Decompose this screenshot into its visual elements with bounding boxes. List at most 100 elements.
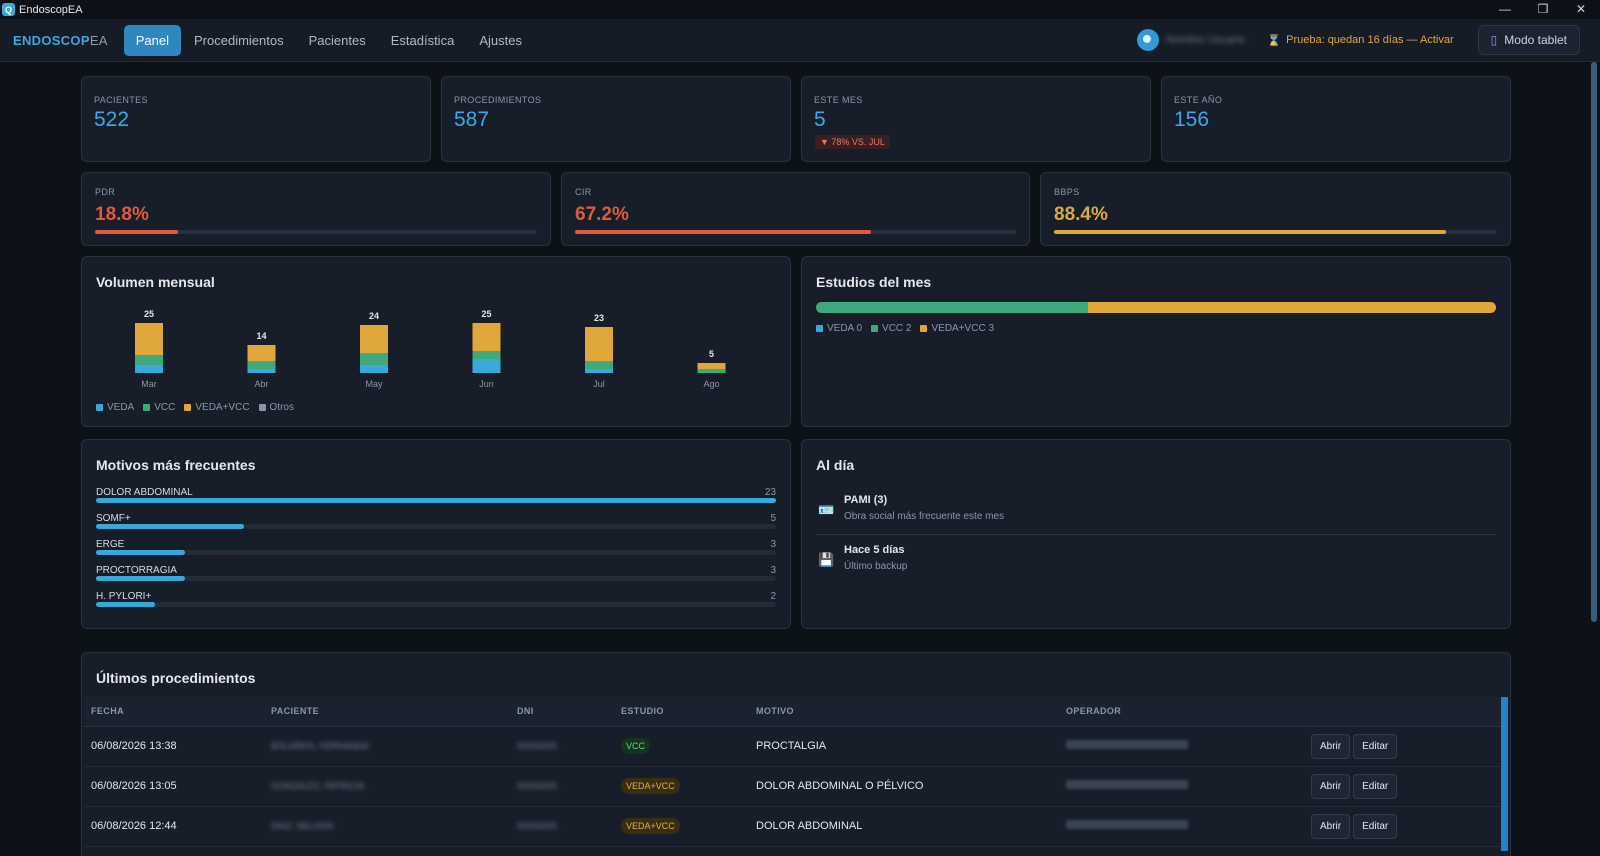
nav-estadistica[interactable]: Estadística [390, 32, 455, 48]
bar-Jun-VCC [472, 351, 501, 359]
monthly-volume-chart: 25 Mar 14 Abr 24 May 25 Jun 23 Jul 5 Ago [135, 309, 726, 389]
rate-label: PDR [95, 187, 116, 197]
rate-card-bbps: BBPS 88.4% [1040, 172, 1511, 246]
col-motivo[interactable]: MOTIVO [749, 697, 1059, 727]
operator-redacted [1066, 820, 1188, 829]
motivo-label: SOMF+ [96, 513, 131, 524]
cell-fecha: 06/08/2026 13:38 [84, 726, 264, 767]
study-badge: VEDA+VCC [621, 818, 680, 834]
open-button[interactable]: Abrir [1311, 813, 1351, 839]
page-scrollbar[interactable] [1591, 62, 1597, 622]
col-fecha[interactable]: FECHA [84, 697, 264, 727]
cell-dni: 00000000 [510, 806, 614, 847]
top-navbar: ENDOSCOPEA Panel Procedimientos Paciente… [0, 19, 1600, 62]
motivo-fill [96, 498, 776, 503]
table-row[interactable]: 06/08/2026 13:38 BOLAÑOS, FERNANDA 00000… [84, 726, 1508, 767]
rate-track [95, 230, 537, 234]
stat-card-procedimientos: PROCEDIMIENTOS 587 [441, 76, 791, 162]
cell-actions: Abrir Editar [1304, 766, 1508, 807]
col-dni[interactable]: DNI [510, 697, 614, 727]
motivo-track [96, 524, 776, 529]
brand-logo[interactable]: ENDOSCOPEA [13, 33, 108, 48]
rate-value: 18.8% [95, 204, 149, 225]
legend-swatch [258, 404, 266, 411]
rate-card-cir: CIR 67.2% [561, 172, 1030, 246]
motivo-count: 3 [770, 539, 776, 550]
motivo-track [96, 602, 776, 607]
cell-motivo: PROCTALGIA [749, 726, 1059, 767]
dashboard-main: PACIENTES 522 PROCEDIMIENTOS 587 ESTE ME… [0, 62, 1600, 856]
alday-title: Hace 5 días [844, 544, 905, 556]
legend-item: VEDA+VCC [184, 402, 250, 413]
motivo-row: SOMF+ 5 [96, 513, 776, 539]
tablet-mode-button[interactable]: ▯ Modo tablet [1477, 25, 1580, 55]
rate-value: 88.4% [1054, 204, 1108, 225]
edit-button[interactable]: Editar [1353, 733, 1398, 759]
open-button[interactable]: Abrir [1311, 733, 1351, 759]
nav-panel[interactable]: Panel [123, 24, 182, 56]
legend-label: VEDA 0 [827, 323, 863, 334]
stat-label: ESTE AÑO [1174, 95, 1223, 105]
legend-label: VCC 2 [882, 323, 912, 334]
bar-total-label: 25 [481, 309, 491, 319]
cell-fecha: 06/08/2026 13:05 [84, 766, 264, 807]
motivo-label: H. PYLORI+ [96, 591, 152, 602]
motivo-row: DOLOR ABDOMINAL 23 [96, 487, 776, 513]
restore-icon[interactable]: ❐ [1537, 2, 1549, 16]
monthly-volume-card: Volumen mensual 25 Mar 14 Abr 24 May 25 Jun 23 Ju… [81, 256, 791, 427]
legend-item: Otros [258, 402, 294, 413]
bar-May-VEDA+VCC [360, 325, 388, 353]
table-scrollbar[interactable] [1501, 697, 1508, 851]
bar-Jul-VEDA+VCC [585, 327, 613, 361]
stat-value: 156 [1174, 108, 1210, 131]
motivo-track [96, 550, 776, 555]
cell-estudio: VEDA+VCC [614, 806, 749, 847]
bar-Abr-VEDA [247, 369, 276, 373]
cell-motivo: DOLOR ABDOMINAL [749, 806, 1059, 847]
bar-Jul-VCC [585, 361, 613, 369]
legend-swatch [871, 325, 879, 332]
minimize-icon[interactable]: — [1499, 2, 1511, 16]
cell-estudio: VCC [614, 726, 749, 767]
bar-Mar-VCC [135, 355, 163, 365]
brand-suffix: EA [89, 32, 108, 48]
avatar[interactable] [1137, 29, 1160, 51]
legend-label: VEDA+VCC 3 [931, 323, 995, 334]
legend-item: VCC 2 [871, 323, 911, 334]
ultimos-procedimientos-card: Últimos procedimientos FECHA PACIENTE DN… [81, 652, 1511, 856]
nav-procedimientos[interactable]: Procedimientos [194, 32, 284, 48]
edit-button[interactable]: Editar [1353, 773, 1398, 799]
trial-activate-link[interactable]: ⌛ Prueba: quedan 16 días — Activar [1267, 34, 1453, 47]
bar-Jun-VEDA+VCC [472, 323, 501, 351]
bar-Abr-VEDA+VCC [247, 345, 276, 361]
close-icon[interactable]: ✕ [1575, 2, 1587, 16]
estudios-segment-1 [816, 302, 1088, 313]
bar-total-label: 25 [144, 309, 154, 319]
table-row[interactable]: 06/08/2026 12:44 DIAZ, NELSON 00000000 V… [84, 806, 1508, 847]
edit-button[interactable]: Editar [1353, 813, 1398, 839]
col-paciente[interactable]: PACIENTE [264, 697, 510, 727]
user-name[interactable]: Nombre Usuario [1165, 34, 1246, 46]
rate-label: BBPS [1054, 187, 1080, 197]
open-button[interactable]: Abrir [1311, 773, 1351, 799]
table-row[interactable]: 06/08/2026 13:05 GONZALEZ, PATRICIA 0000… [84, 766, 1508, 807]
x-tick-label: May [365, 379, 383, 389]
patient-dni: 00000000 [517, 781, 558, 791]
motivo-row: PROCTORRAGIA 3 [96, 565, 776, 591]
nav-pacientes[interactable]: Pacientes [308, 32, 366, 48]
patient-name: DIAZ, NELSON [271, 821, 334, 831]
bar-May-VCC [360, 353, 388, 365]
table-header-row: FECHA PACIENTE DNI ESTUDIO MOTIVO OPERAD… [84, 697, 1508, 727]
study-badge: VEDA+VCC [621, 778, 680, 794]
id-card-icon: 🪪 [818, 502, 835, 517]
legend-item: VEDA [96, 402, 134, 413]
col-estudio[interactable]: ESTUDIO [614, 697, 749, 727]
estudios-stacked-bar [816, 302, 1496, 313]
motivo-label: DOLOR ABDOMINAL [96, 487, 193, 498]
nav-ajustes[interactable]: Ajustes [479, 32, 522, 48]
rate-fill [95, 230, 179, 234]
x-tick-label: Jun [479, 379, 494, 389]
card-title: Últimos procedimientos [96, 670, 256, 686]
col-operador[interactable]: OPERADOR [1059, 697, 1304, 727]
stat-value: 5 [814, 108, 826, 131]
